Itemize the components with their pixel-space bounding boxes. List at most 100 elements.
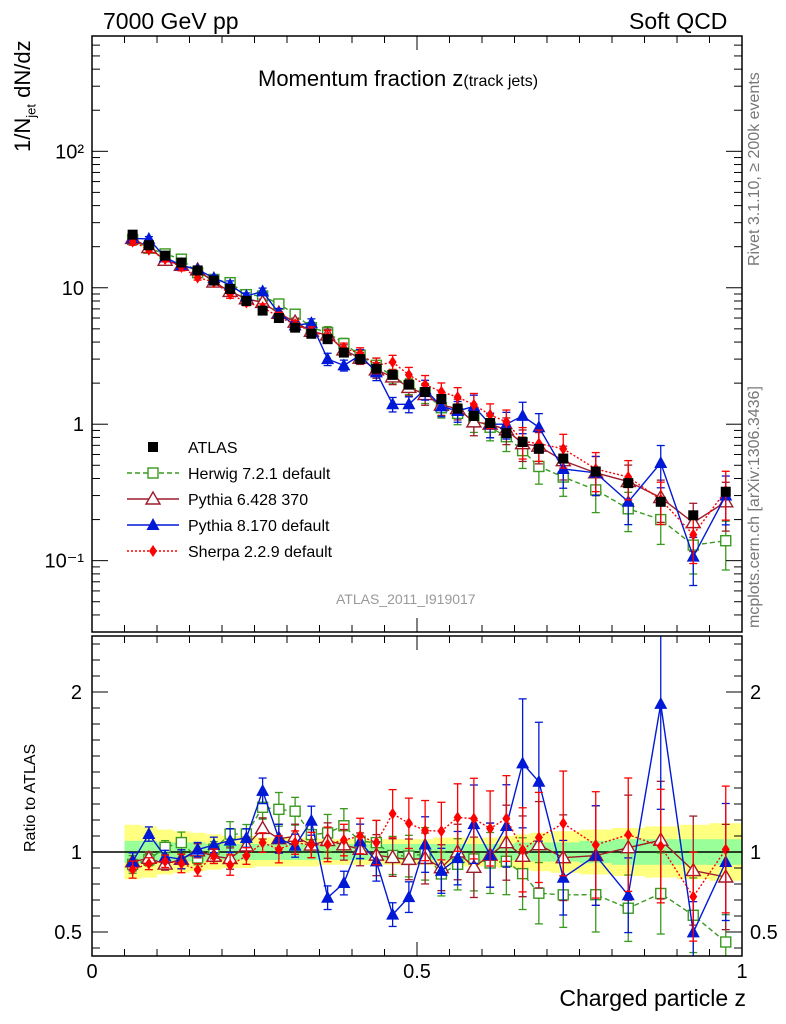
y-axis-label-suffix: dN/dz (10, 40, 35, 105)
x-tick-label: 0 (86, 961, 97, 983)
data-point (518, 843, 527, 856)
data-point (128, 863, 137, 876)
ratio-y-tick-label: 2 (71, 682, 82, 704)
main-series-atlas (127, 229, 731, 521)
data-point (501, 428, 512, 439)
legend: ATLAS Herwig 7.2.1 default Pythia 6.428 37… (127, 440, 333, 561)
data-point (688, 510, 699, 521)
header-right: Soft QCD (629, 8, 728, 34)
data-point (256, 284, 270, 297)
y-axis-label-main: 1/N (10, 117, 35, 152)
data-point (256, 783, 270, 796)
data-point (469, 398, 478, 411)
data-point (558, 453, 569, 464)
data-point (388, 356, 397, 369)
data-point (556, 870, 570, 883)
data-point (720, 486, 731, 497)
data-point (242, 850, 251, 862)
chart-title-suffix: (track jets) (463, 73, 539, 90)
data-point (209, 850, 218, 863)
data-point (533, 887, 545, 899)
data-point (323, 838, 332, 851)
data-point (127, 229, 138, 240)
legend-label: Sherpa 2.2.9 default (188, 544, 333, 561)
data-point (621, 494, 635, 507)
data-point (304, 316, 318, 329)
ratio-y-tick-label-right: 2 (750, 682, 761, 704)
data-point (689, 528, 698, 541)
y-axis-label: 1/Njet dN/dz (10, 40, 38, 152)
data-point (307, 839, 316, 852)
data-point (420, 387, 431, 398)
data-point (142, 827, 156, 840)
data-point (400, 850, 418, 866)
data-point (469, 812, 478, 825)
data-point (590, 466, 601, 477)
data-point (144, 857, 153, 870)
legend-marker (148, 442, 158, 452)
data-point (502, 415, 511, 428)
data-point (322, 334, 333, 345)
data-point (289, 805, 301, 817)
data-point (623, 478, 634, 489)
data-point (339, 834, 348, 847)
data-point (226, 859, 235, 872)
legend-marker (144, 490, 162, 505)
x-tick-label: 0.5 (403, 961, 431, 983)
legend-label: Pythia 8.170 default (188, 518, 330, 535)
legend-entry: Herwig 7.2.1 default (127, 466, 331, 483)
ratio-y-tick-label: 0.5 (54, 922, 82, 944)
ratio-series-herwig-7-2-1-default (126, 791, 732, 956)
data-point (177, 857, 186, 870)
data-point (306, 328, 317, 339)
series-line (132, 238, 726, 546)
y-tick-label: 10 (62, 278, 84, 300)
data-point (689, 890, 698, 903)
data-point (191, 842, 205, 855)
legend-label: ATLAS (188, 440, 238, 457)
data-point (720, 535, 732, 547)
data-point (384, 849, 401, 864)
data-point (465, 858, 483, 874)
y-tick-label: 10⁻¹ (45, 551, 85, 573)
data-point (356, 830, 365, 842)
data-point (239, 831, 253, 843)
data-point (193, 863, 202, 876)
data-point (337, 876, 351, 889)
data-point (621, 888, 635, 901)
data-point (486, 822, 495, 835)
series-line (132, 703, 727, 935)
mcplots-label: mcplots.cern.ch [arXiv:1306.3436] (746, 386, 763, 628)
data-point (338, 347, 349, 358)
data-point (254, 820, 271, 835)
data-point (436, 394, 447, 405)
data-point (257, 305, 268, 316)
data-point (516, 756, 530, 769)
data-point (654, 696, 668, 709)
data-point (403, 379, 414, 390)
data-point (258, 836, 267, 849)
legend-label: Pythia 6.428 370 (188, 492, 308, 509)
data-point (388, 807, 397, 820)
main-frame (91, 35, 743, 633)
y-axis-label-sub: jet (23, 104, 39, 118)
data-point (451, 851, 465, 864)
legend-entry: Pythia 6.428 370 (127, 490, 308, 509)
x-tick-label: 1 (736, 961, 747, 983)
data-point (656, 840, 665, 853)
data-point (434, 863, 448, 876)
data-point (468, 410, 479, 421)
data-point (404, 817, 413, 830)
data-point (192, 265, 203, 276)
data-point (337, 358, 351, 371)
data-point (160, 250, 171, 261)
ratio-y-tick-label: 1 (71, 842, 82, 864)
rivet-label: Rivet 3.1.10, ≥ 200k events (746, 72, 763, 266)
data-point (321, 352, 335, 365)
data-point (402, 397, 416, 410)
y-tick-label: 10² (55, 141, 84, 163)
data-point (655, 496, 666, 507)
data-point (532, 420, 546, 433)
legend-marker (149, 545, 157, 557)
